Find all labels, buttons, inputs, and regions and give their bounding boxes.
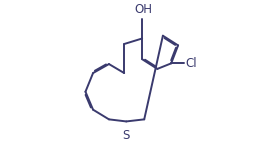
Text: S: S <box>123 129 130 142</box>
Text: Cl: Cl <box>185 57 197 70</box>
Text: OH: OH <box>134 3 153 16</box>
